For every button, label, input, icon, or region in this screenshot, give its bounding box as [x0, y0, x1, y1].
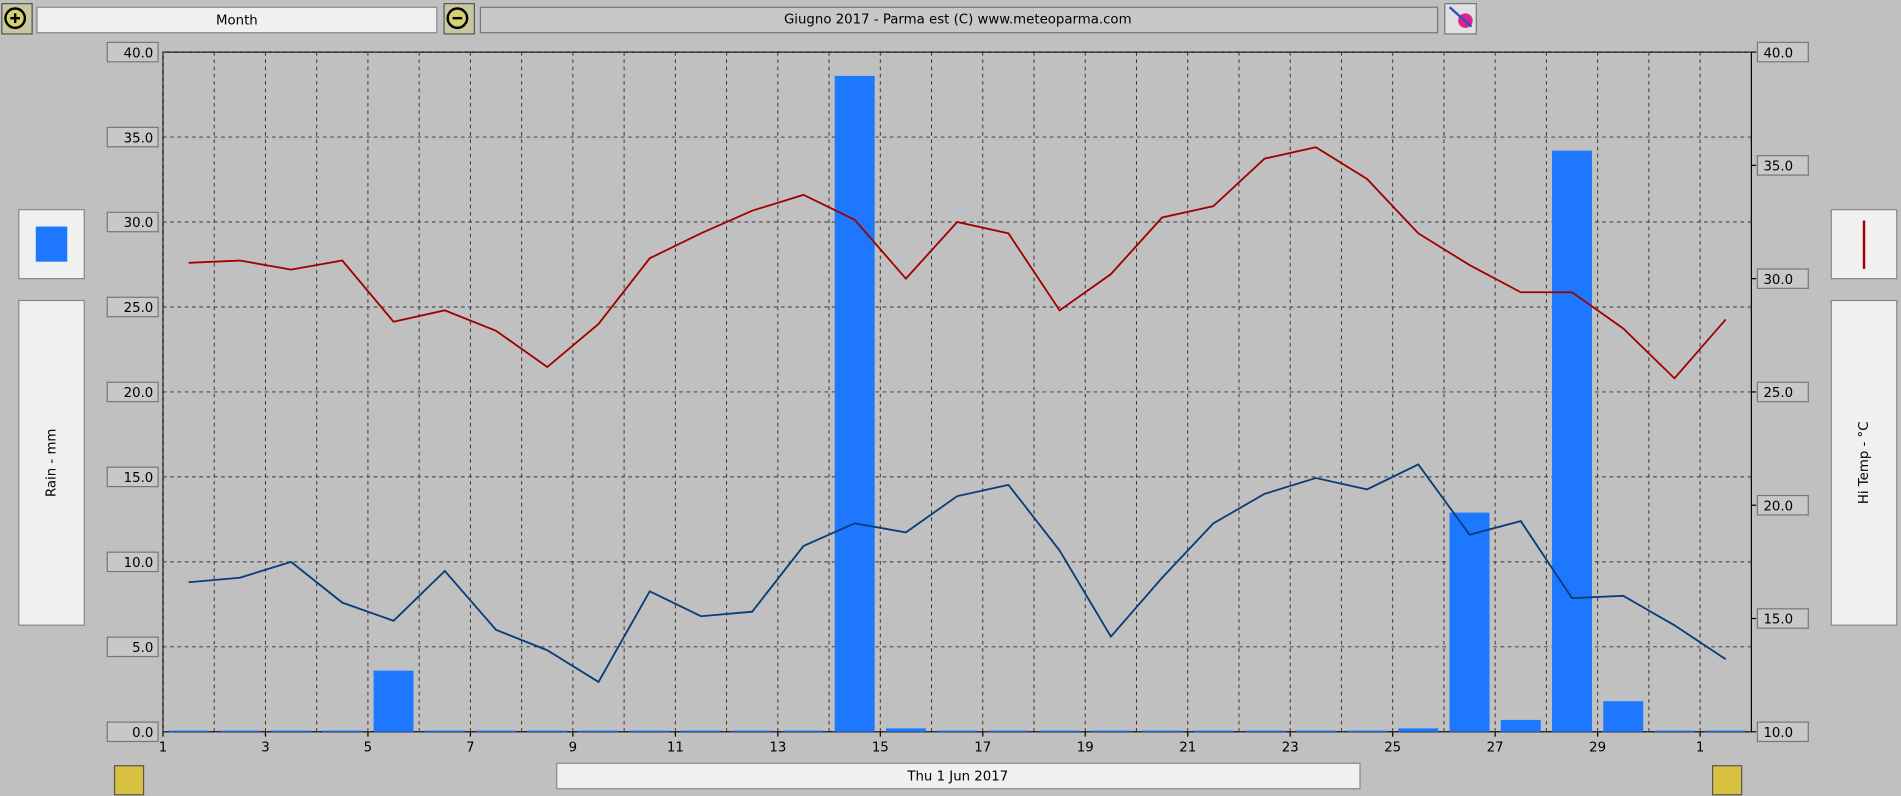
legend-rain-swatch	[35, 226, 68, 262]
y-tick-label: 40.0	[124, 46, 154, 61]
bar	[1500, 719, 1541, 732]
y2-tick-box	[1756, 41, 1809, 63]
x-tick-label: 29	[1589, 741, 1606, 756]
y2-tick-label: 25.0	[1763, 386, 1793, 401]
y-tick-label: 35.0	[124, 131, 154, 146]
y2-tick-label: 35.0	[1763, 160, 1793, 175]
y-tick-label: 30.0	[124, 216, 154, 231]
bar	[168, 730, 209, 732]
x-tick-label: 5	[364, 741, 372, 756]
y-tick-label: 10.0	[124, 556, 154, 571]
right-axis-panel[interactable]	[1830, 299, 1898, 626]
y-tick-box	[106, 126, 159, 148]
bar	[1244, 730, 1285, 732]
chart-title: Giugno 2017 - Parma est (C) www.meteopar…	[784, 12, 1132, 27]
y-tick-label: 0.0	[132, 726, 153, 741]
x-tick-label: 11	[667, 741, 684, 756]
bar	[1039, 730, 1080, 732]
y-tick-label: 15.0	[124, 471, 154, 486]
y2-tick-box	[1756, 608, 1809, 629]
y2-tick-box	[1756, 494, 1809, 516]
bar	[1398, 728, 1439, 732]
bar	[1603, 701, 1644, 732]
y-tick-box	[106, 721, 159, 743]
y2-axis-label: Hi Temp - °C	[1857, 421, 1872, 504]
bar	[834, 75, 875, 732]
bar	[988, 730, 1029, 732]
y-tick-box	[106, 41, 159, 63]
y-tick-box	[106, 551, 159, 573]
x-tick-label: 1	[1696, 741, 1704, 756]
bar	[1193, 730, 1234, 732]
x-tick-label: 13	[769, 741, 786, 756]
y-axis-label: Rain - mm	[45, 429, 60, 497]
bar	[578, 730, 619, 732]
x-tick-label: 19	[1077, 741, 1094, 756]
x-tick-label: 15	[872, 741, 889, 756]
x-tick-label: 17	[974, 741, 991, 756]
y-tick-label: 20.0	[124, 386, 154, 401]
bar	[1654, 730, 1695, 732]
x-tick-label: 9	[569, 741, 577, 756]
y-tick-box	[106, 296, 159, 318]
bar	[629, 730, 670, 732]
y-tick-box	[106, 211, 159, 233]
left-axis-panel[interactable]	[18, 299, 85, 626]
bar	[1449, 512, 1490, 732]
bar	[424, 730, 465, 732]
date-box[interactable]	[556, 762, 1361, 790]
title-box[interactable]	[479, 6, 1439, 34]
x-tick-label: 3	[261, 741, 269, 756]
bar	[1295, 730, 1336, 732]
x-tick-label: 25	[1384, 741, 1401, 756]
y-tick-box	[106, 466, 159, 488]
zoom-out-button[interactable]	[443, 3, 475, 35]
y-tick-box	[106, 381, 159, 403]
bar	[476, 730, 517, 732]
bar	[732, 730, 773, 732]
bar	[322, 730, 363, 732]
line	[188, 146, 1727, 380]
x-axis-label: Thu 1 Jun 2017	[906, 770, 1008, 785]
y2-tick-box	[1756, 155, 1809, 176]
bar	[1347, 730, 1388, 732]
y2-tick-label: 20.0	[1763, 499, 1793, 514]
bar	[1552, 150, 1592, 732]
lock-right[interactable]	[1711, 765, 1743, 796]
y2-tick-label: 10.0	[1763, 726, 1793, 741]
x-tick-label: 27	[1487, 741, 1504, 756]
period-label: Month	[216, 14, 258, 29]
y2-tick-label: 30.0	[1763, 273, 1793, 288]
tool-button[interactable]	[1444, 3, 1477, 35]
y2-tick-label: 15.0	[1763, 613, 1793, 628]
bar	[219, 730, 260, 732]
bar	[1705, 730, 1746, 732]
y-tick-box	[106, 636, 159, 658]
x-tick-label: 7	[466, 741, 474, 756]
x-tick-label: 21	[1179, 741, 1196, 756]
bar	[937, 730, 978, 732]
bar	[885, 728, 926, 732]
y2-tick-label: 40.0	[1763, 46, 1793, 61]
y2-tick-box	[1756, 381, 1809, 403]
zoom-in-button[interactable]	[1, 3, 33, 35]
y-tick-label: 5.0	[132, 641, 153, 656]
line	[188, 463, 1727, 684]
bar	[1090, 730, 1131, 732]
bar	[783, 730, 824, 732]
lock-left[interactable]	[113, 765, 145, 796]
y-tick-label: 25.0	[124, 301, 154, 316]
y2-tick-box	[1756, 721, 1809, 743]
bar	[1142, 730, 1183, 732]
x-tick-label: 23	[1282, 741, 1299, 756]
period-box[interactable]	[36, 6, 438, 34]
x-tick-label: 1	[159, 741, 167, 756]
bar	[680, 730, 721, 732]
bar	[271, 730, 312, 732]
bar	[527, 730, 568, 732]
y2-tick-box	[1756, 268, 1809, 289]
bar	[373, 670, 414, 732]
